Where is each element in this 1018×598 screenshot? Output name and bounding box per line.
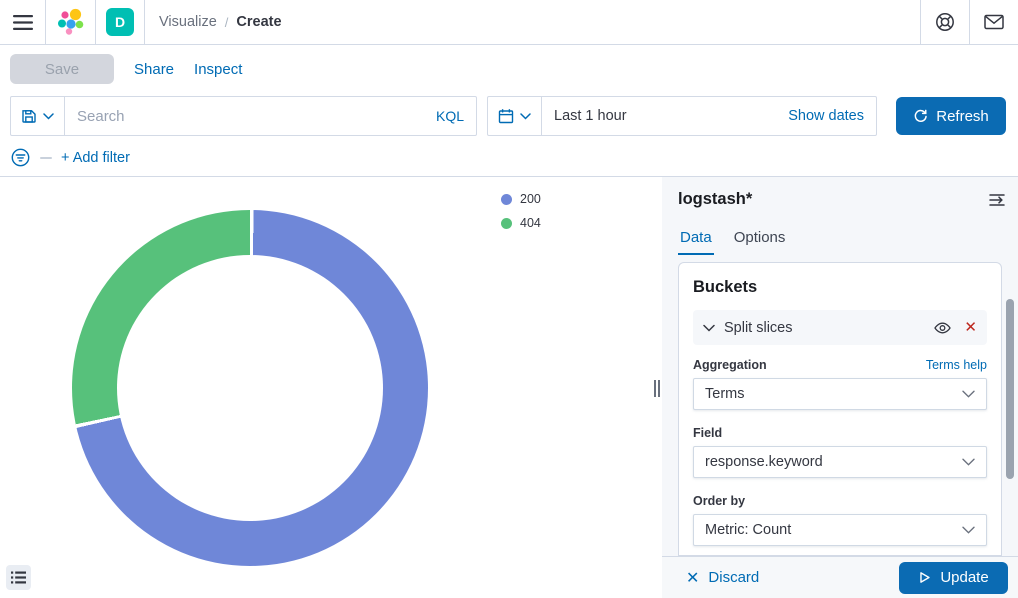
space-badge[interactable]: D: [106, 8, 134, 36]
hamburger-icon: [12, 14, 33, 30]
split-slices-label: Split slices: [724, 319, 793, 336]
legend-toggle-button[interactable]: [6, 565, 31, 590]
header-divider: [144, 0, 145, 44]
field-value: response.keyword: [705, 454, 823, 470]
donut-chart[interactable]: [72, 210, 428, 566]
chevron-down-icon: [520, 112, 531, 120]
filter-dash: [40, 156, 52, 159]
chevron-down-icon: [962, 526, 975, 534]
chevron-down-icon: [962, 458, 975, 466]
breadcrumb-visualize[interactable]: Visualize: [159, 14, 217, 30]
buckets-heading: Buckets: [693, 278, 758, 296]
order-by-select[interactable]: Metric: Count: [693, 514, 987, 546]
sidebar-scrollbar[interactable]: [1006, 299, 1014, 479]
help-button[interactable]: [921, 0, 969, 44]
legend-label: 404: [520, 216, 541, 230]
discard-label: Discard: [708, 569, 760, 586]
help-icon: [934, 11, 956, 33]
chart-legend: 200 404: [501, 192, 541, 230]
main-content: 200 404: [0, 177, 1018, 598]
order-by-value: Metric: Count: [705, 522, 792, 538]
chevron-down-icon: [962, 390, 975, 398]
add-filter-button[interactable]: + Add filter: [61, 149, 130, 166]
header-divider: [969, 0, 970, 44]
chevron-down-icon: [703, 324, 715, 332]
visualize-toolbar: Save Share Inspect: [0, 45, 1018, 93]
close-icon: ✕: [964, 319, 977, 336]
search-control: KQL: [10, 96, 477, 136]
chart-area: 200 404: [0, 177, 662, 598]
breadcrumb: Visualize / Create: [145, 0, 282, 44]
control-divider: [64, 97, 65, 135]
panel-resize-handle[interactable]: [654, 380, 660, 397]
sidebar-footer: ✕ Discard Update: [662, 556, 1018, 598]
header-divider: [920, 0, 921, 44]
breadcrumb-create: Create: [236, 14, 282, 30]
aggregation-label: Aggregation: [693, 358, 767, 372]
split-slices-row[interactable]: Split slices ✕: [693, 310, 987, 345]
collapse-sidebar-button[interactable]: [986, 190, 1008, 210]
play-icon: [918, 571, 931, 584]
update-button[interactable]: Update: [899, 561, 1008, 594]
filter-icon: [10, 147, 31, 168]
elastic-logo[interactable]: [46, 0, 95, 44]
search-input[interactable]: [65, 107, 424, 125]
order-by-label: Order by: [693, 494, 746, 508]
legend-item-404[interactable]: 404: [501, 216, 541, 230]
legend-item-200[interactable]: 200: [501, 192, 541, 206]
toggle-visibility-button[interactable]: [934, 321, 952, 335]
filter-options-button[interactable]: [10, 147, 31, 168]
date-quick-menu[interactable]: [488, 97, 541, 135]
refresh-icon: [913, 109, 928, 124]
refresh-label: Refresh: [936, 107, 989, 125]
show-dates-button[interactable]: Show dates: [776, 108, 876, 124]
query-bar: KQL Last 1 hour Show dates: [0, 93, 1018, 139]
date-picker-control: Last 1 hour Show dates: [487, 96, 877, 136]
query-language-button[interactable]: KQL: [435, 108, 464, 124]
vis-editor-sidebar: logstash* Data Options Buckets: [662, 177, 1018, 598]
legend-dot: [501, 217, 512, 229]
breadcrumb-separator: /: [224, 14, 229, 30]
save-query-icon: [21, 108, 37, 124]
inspect-button[interactable]: Inspect: [194, 60, 243, 78]
time-range-value[interactable]: Last 1 hour: [554, 108, 627, 124]
filter-bar: + Add filter: [0, 139, 1018, 177]
header-divider: [45, 0, 46, 44]
tab-options[interactable]: Options: [732, 229, 788, 255]
sidebar-tabs: Data Options: [678, 229, 787, 255]
terms-help-link[interactable]: Terms help: [925, 358, 987, 372]
calendar-icon: [498, 108, 514, 124]
close-icon: ✕: [686, 569, 700, 587]
tab-data[interactable]: Data: [678, 229, 714, 255]
list-icon: [11, 571, 26, 584]
header-divider: [95, 0, 96, 44]
field-select[interactable]: response.keyword: [693, 446, 987, 478]
share-button[interactable]: Share: [134, 60, 175, 78]
buckets-card: Buckets Split slices: [678, 262, 1002, 556]
menu-button[interactable]: [0, 0, 45, 44]
update-label: Update: [940, 569, 989, 586]
control-divider: [541, 97, 542, 135]
refresh-button[interactable]: Refresh: [896, 97, 1006, 135]
field-label: Field: [693, 426, 723, 440]
menu-right-icon: [988, 192, 1006, 208]
remove-bucket-button[interactable]: ✕: [964, 320, 977, 335]
save-button[interactable]: Save: [10, 54, 114, 84]
chevron-down-icon: [43, 112, 54, 120]
discard-button[interactable]: ✕ Discard: [686, 568, 759, 588]
legend-label: 200: [520, 192, 541, 206]
newsfeed-button[interactable]: [970, 0, 1018, 44]
eye-icon: [934, 321, 952, 335]
index-pattern-title: logstash*: [678, 190, 753, 208]
top-header: D Visualize / Create: [0, 0, 1018, 45]
aggregation-value: Terms: [705, 386, 745, 402]
legend-dot: [501, 193, 512, 205]
saved-query-menu[interactable]: [11, 97, 64, 135]
donut-hole: [117, 255, 383, 521]
aggregation-select[interactable]: Terms: [693, 378, 987, 410]
mail-icon: [983, 11, 1005, 33]
